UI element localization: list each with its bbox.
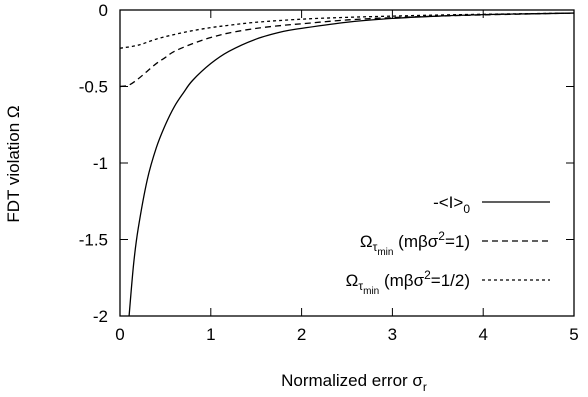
x-tick-label: 4 xyxy=(478,325,487,344)
legend-label-3: Ωτmin (mβσ2=1/2) xyxy=(346,268,470,297)
curves xyxy=(120,12,574,316)
x-tick-label: 3 xyxy=(388,325,397,344)
series-line-2 xyxy=(120,12,574,88)
legend: -<I>0 Ωτmin (mβσ2=1) Ωτmin (mβσ2=1/2) xyxy=(346,193,550,297)
series-line-1 xyxy=(128,12,574,316)
y-tick-label: -1.5 xyxy=(79,231,108,250)
x-axis-label: Normalized error σr xyxy=(281,371,427,394)
legend-label-2: Ωτmin (mβσ2=1) xyxy=(360,229,470,258)
x-tick-label: 0 xyxy=(115,325,124,344)
legend-label-1: -<I>0 xyxy=(433,193,470,216)
series-line-3 xyxy=(120,12,574,49)
y-tick-label: -1 xyxy=(93,154,108,173)
y-tick-label: -2 xyxy=(93,307,108,326)
x-tick-label: 5 xyxy=(569,325,578,344)
x-tick-label: 1 xyxy=(206,325,215,344)
y-tick-label: -0.5 xyxy=(79,78,108,97)
y-axis-label: FDT violation Ω xyxy=(4,105,23,222)
y-tick-label: 0 xyxy=(99,1,108,20)
x-tick-label: 2 xyxy=(297,325,306,344)
ticks: 0 1 2 3 4 5 0 -0.5 -1 -1.5 -2 xyxy=(79,1,579,344)
